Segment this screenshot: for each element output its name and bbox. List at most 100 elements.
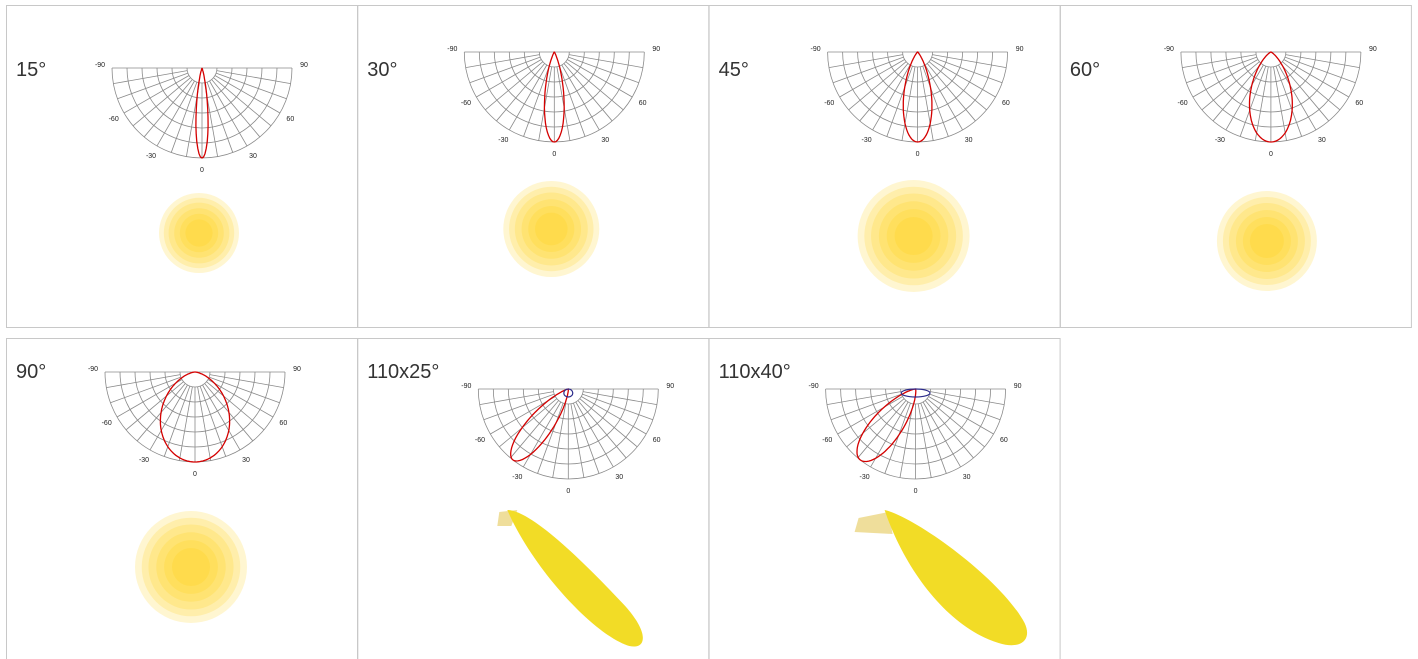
polar-spoke [214, 75, 281, 114]
light-spot [156, 532, 226, 602]
polar-tick-label: 30 [601, 137, 609, 144]
polar-spoke [215, 72, 287, 100]
polar-tick-label: -90 [95, 62, 105, 69]
polar-tick-label: -60 [102, 420, 112, 427]
polar-spoke [1273, 66, 1287, 141]
light-spot [185, 219, 213, 247]
polar-spoke [859, 63, 909, 122]
light-spot-pale [854, 512, 893, 534]
polar-spoke [156, 80, 195, 147]
polar-spoke [932, 54, 1007, 69]
polar-spoke [206, 81, 234, 153]
polar-spoke [206, 381, 265, 431]
polar-tick-label: 60 [653, 437, 661, 444]
polar-spoke [839, 59, 905, 98]
polar-tick-label: -30 [862, 137, 872, 144]
polar-spoke [568, 56, 640, 84]
polar-spoke [1212, 63, 1262, 122]
card-border [708, 338, 1061, 659]
polar-spoke [1283, 59, 1350, 98]
polar-spoke [469, 56, 541, 84]
light-spot [1228, 203, 1305, 279]
polar-spoke [1239, 65, 1267, 137]
polar-tick-label: 30 [1318, 137, 1326, 144]
polar-spoke [1254, 66, 1269, 141]
polar-spoke [830, 393, 902, 421]
polar-ring [902, 51, 933, 68]
polar-spoke [113, 70, 188, 85]
polar-tick-label: 90 [1369, 46, 1377, 53]
polar-spoke [837, 396, 903, 435]
light-spot [168, 202, 230, 264]
polar-spoke [917, 403, 932, 478]
polar-tick-label: 30 [963, 474, 971, 481]
polar-tick-label: -30 [512, 474, 522, 481]
beam-card: 60° -90 -60 -30 0 30 60 90 [1059, 5, 1412, 328]
polar-ring [1255, 51, 1287, 68]
polar-tick-label: -90 [88, 366, 98, 373]
polar-spoke [924, 400, 974, 459]
polar-spoke [1278, 64, 1317, 131]
light-spot [135, 511, 247, 623]
polar-ring [538, 51, 570, 68]
polar-tick-label: -60 [824, 100, 834, 107]
polar-spoke [1201, 61, 1260, 111]
polar-spoke [930, 59, 996, 98]
polar-spoke [216, 70, 291, 85]
polar-tick-label: 60 [279, 420, 287, 427]
polar-diagram: -90 -60 -30 0 30 60 90 [461, 383, 674, 495]
beam-card: 110x25° -90 -60 -30 0 30 60 90 [357, 338, 710, 659]
polar-spoke [476, 59, 542, 98]
polar-spoke [929, 393, 1001, 421]
light-spot [509, 186, 594, 272]
light-spot [528, 205, 575, 253]
polar-spoke [559, 65, 586, 137]
polar-tick-label: 0 [200, 167, 204, 174]
polar-tick-label: -60 [475, 437, 485, 444]
light-spot [164, 540, 218, 594]
light-spot [179, 213, 219, 253]
light-spot [507, 510, 643, 647]
polar-spoke [485, 61, 544, 111]
polar-spoke [1275, 65, 1303, 137]
polar-diagram: -90 -60 -30 0 30 60 90 [447, 46, 660, 158]
polar-tick-label: 30 [249, 153, 257, 160]
polar-tick-label: 0 [914, 488, 918, 495]
polar-spoke [1182, 54, 1257, 69]
polar-spoke [207, 379, 274, 418]
polar-spoke [1192, 59, 1259, 98]
polar-spoke [565, 61, 624, 111]
beam-lobe [195, 67, 209, 159]
polar-spoke [922, 401, 961, 468]
polar-tick-label: -30 [1215, 137, 1225, 144]
polar-spoke [928, 61, 987, 111]
polar-spoke [569, 54, 644, 69]
polar-spoke [202, 384, 241, 451]
polar-spoke [570, 403, 585, 478]
polar-spoke [857, 400, 907, 459]
polar-spoke [199, 385, 227, 457]
light-spot [1235, 210, 1298, 272]
card-border [1059, 5, 1412, 328]
polar-tick-label: -90 [461, 383, 471, 390]
polar-tick-label: 0 [193, 471, 197, 478]
beam-lobe [543, 51, 565, 143]
polar-spoke [537, 402, 564, 474]
polar-spoke [1285, 54, 1360, 69]
polar-spoke [208, 376, 280, 404]
polar-diagram: -90 -60 -30 0 30 60 90 [809, 383, 1022, 495]
polar-spoke [581, 396, 647, 435]
light-spot [503, 181, 600, 277]
polar-tick-label: -90 [809, 383, 819, 390]
polar-tick-label: -60 [822, 437, 832, 444]
polar-spoke [931, 56, 1003, 84]
beam-label: 110x25° [367, 361, 439, 383]
beam-lobe [1248, 51, 1293, 143]
polar-spoke [1280, 63, 1330, 122]
beam-label: 30° [367, 59, 397, 81]
polar-spoke [508, 64, 548, 131]
polar-spoke [106, 374, 181, 389]
polar-spoke [211, 79, 261, 138]
polar-spoke [573, 402, 600, 474]
polar-tick-label: 90 [300, 62, 308, 69]
